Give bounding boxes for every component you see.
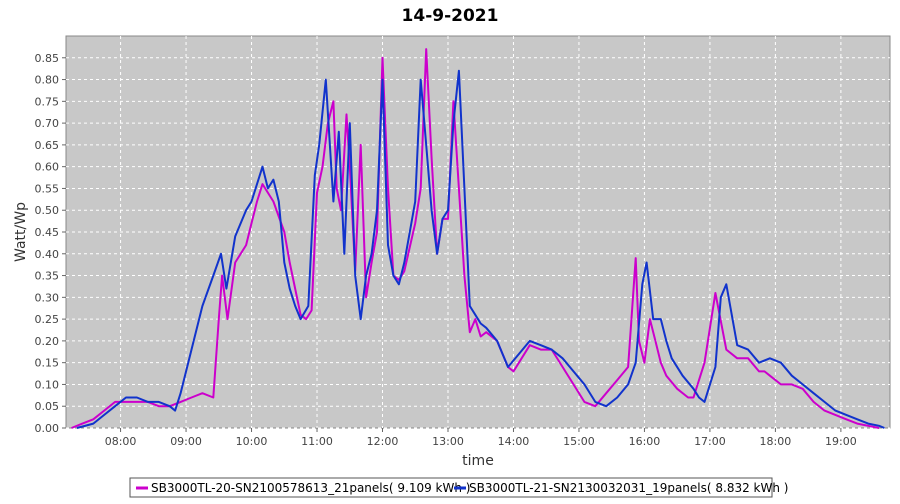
x-tick-label: 10:00 xyxy=(236,435,268,448)
y-tick-label: 0.80 xyxy=(35,74,60,87)
y-tick-label: 0.00 xyxy=(35,422,60,435)
y-tick-label: 0.30 xyxy=(35,291,60,304)
y-tick-label: 0.60 xyxy=(35,161,60,174)
x-tick-label: 09:00 xyxy=(170,435,202,448)
series-lines xyxy=(71,48,885,429)
y-tick-label: 0.05 xyxy=(35,400,60,413)
x-tick-label: 11:00 xyxy=(301,435,333,448)
y-tick-label: 0.15 xyxy=(35,357,60,370)
y-tick-label: 0.55 xyxy=(35,182,60,195)
plot-area xyxy=(65,35,891,429)
y-tick-label: 0.20 xyxy=(35,335,60,348)
y-tick-label: 0.70 xyxy=(35,117,60,130)
y-tick-label: 0.25 xyxy=(35,313,60,326)
x-axis-label: time xyxy=(462,453,494,469)
y-tick-label: 0.85 xyxy=(35,52,60,65)
x-tick-label: 15:00 xyxy=(563,435,595,448)
legend-box xyxy=(129,477,773,498)
x-tick-label: 12:00 xyxy=(367,435,399,448)
x-tick-label: 13:00 xyxy=(432,435,464,448)
legend: SB3000TL-20-SN2100578613_21panels( 9.109… xyxy=(129,477,788,498)
legend-entry-2: SB3000TL-21-SN2130032031_19panels( 8.832… xyxy=(469,481,788,495)
x-tick-label: 17:00 xyxy=(694,435,726,448)
legend-entry-1: SB3000TL-20-SN2100578613_21panels( 9.109… xyxy=(151,481,470,495)
axis-ticks: 0.00 0.05 0.10 0.15 0.20 0.25 0.30 0.35 0.40 0.45… xyxy=(35,52,857,448)
x-tick-label: 08:00 xyxy=(105,435,137,448)
x-tick-label: 16:00 xyxy=(629,435,661,448)
x-tick-label: 19:00 xyxy=(825,435,857,448)
x-tick-label: 14:00 xyxy=(498,435,530,448)
y-tick-label: 0.65 xyxy=(35,139,60,152)
y-tick-label: 0.35 xyxy=(35,270,60,283)
y-axis-label: Watt/Wp xyxy=(13,202,29,262)
y-tick-label: 0.50 xyxy=(35,204,60,217)
series-line-2 xyxy=(76,69,885,429)
y-tick-label: 0.75 xyxy=(35,95,60,108)
x-tick-label: 18:00 xyxy=(760,435,792,448)
y-tick-label: 0.10 xyxy=(35,378,60,391)
y-tick-label: 0.40 xyxy=(35,248,60,261)
y-tick-label: 0.45 xyxy=(35,226,60,239)
chart-title: 14-9-2021 xyxy=(402,6,499,26)
